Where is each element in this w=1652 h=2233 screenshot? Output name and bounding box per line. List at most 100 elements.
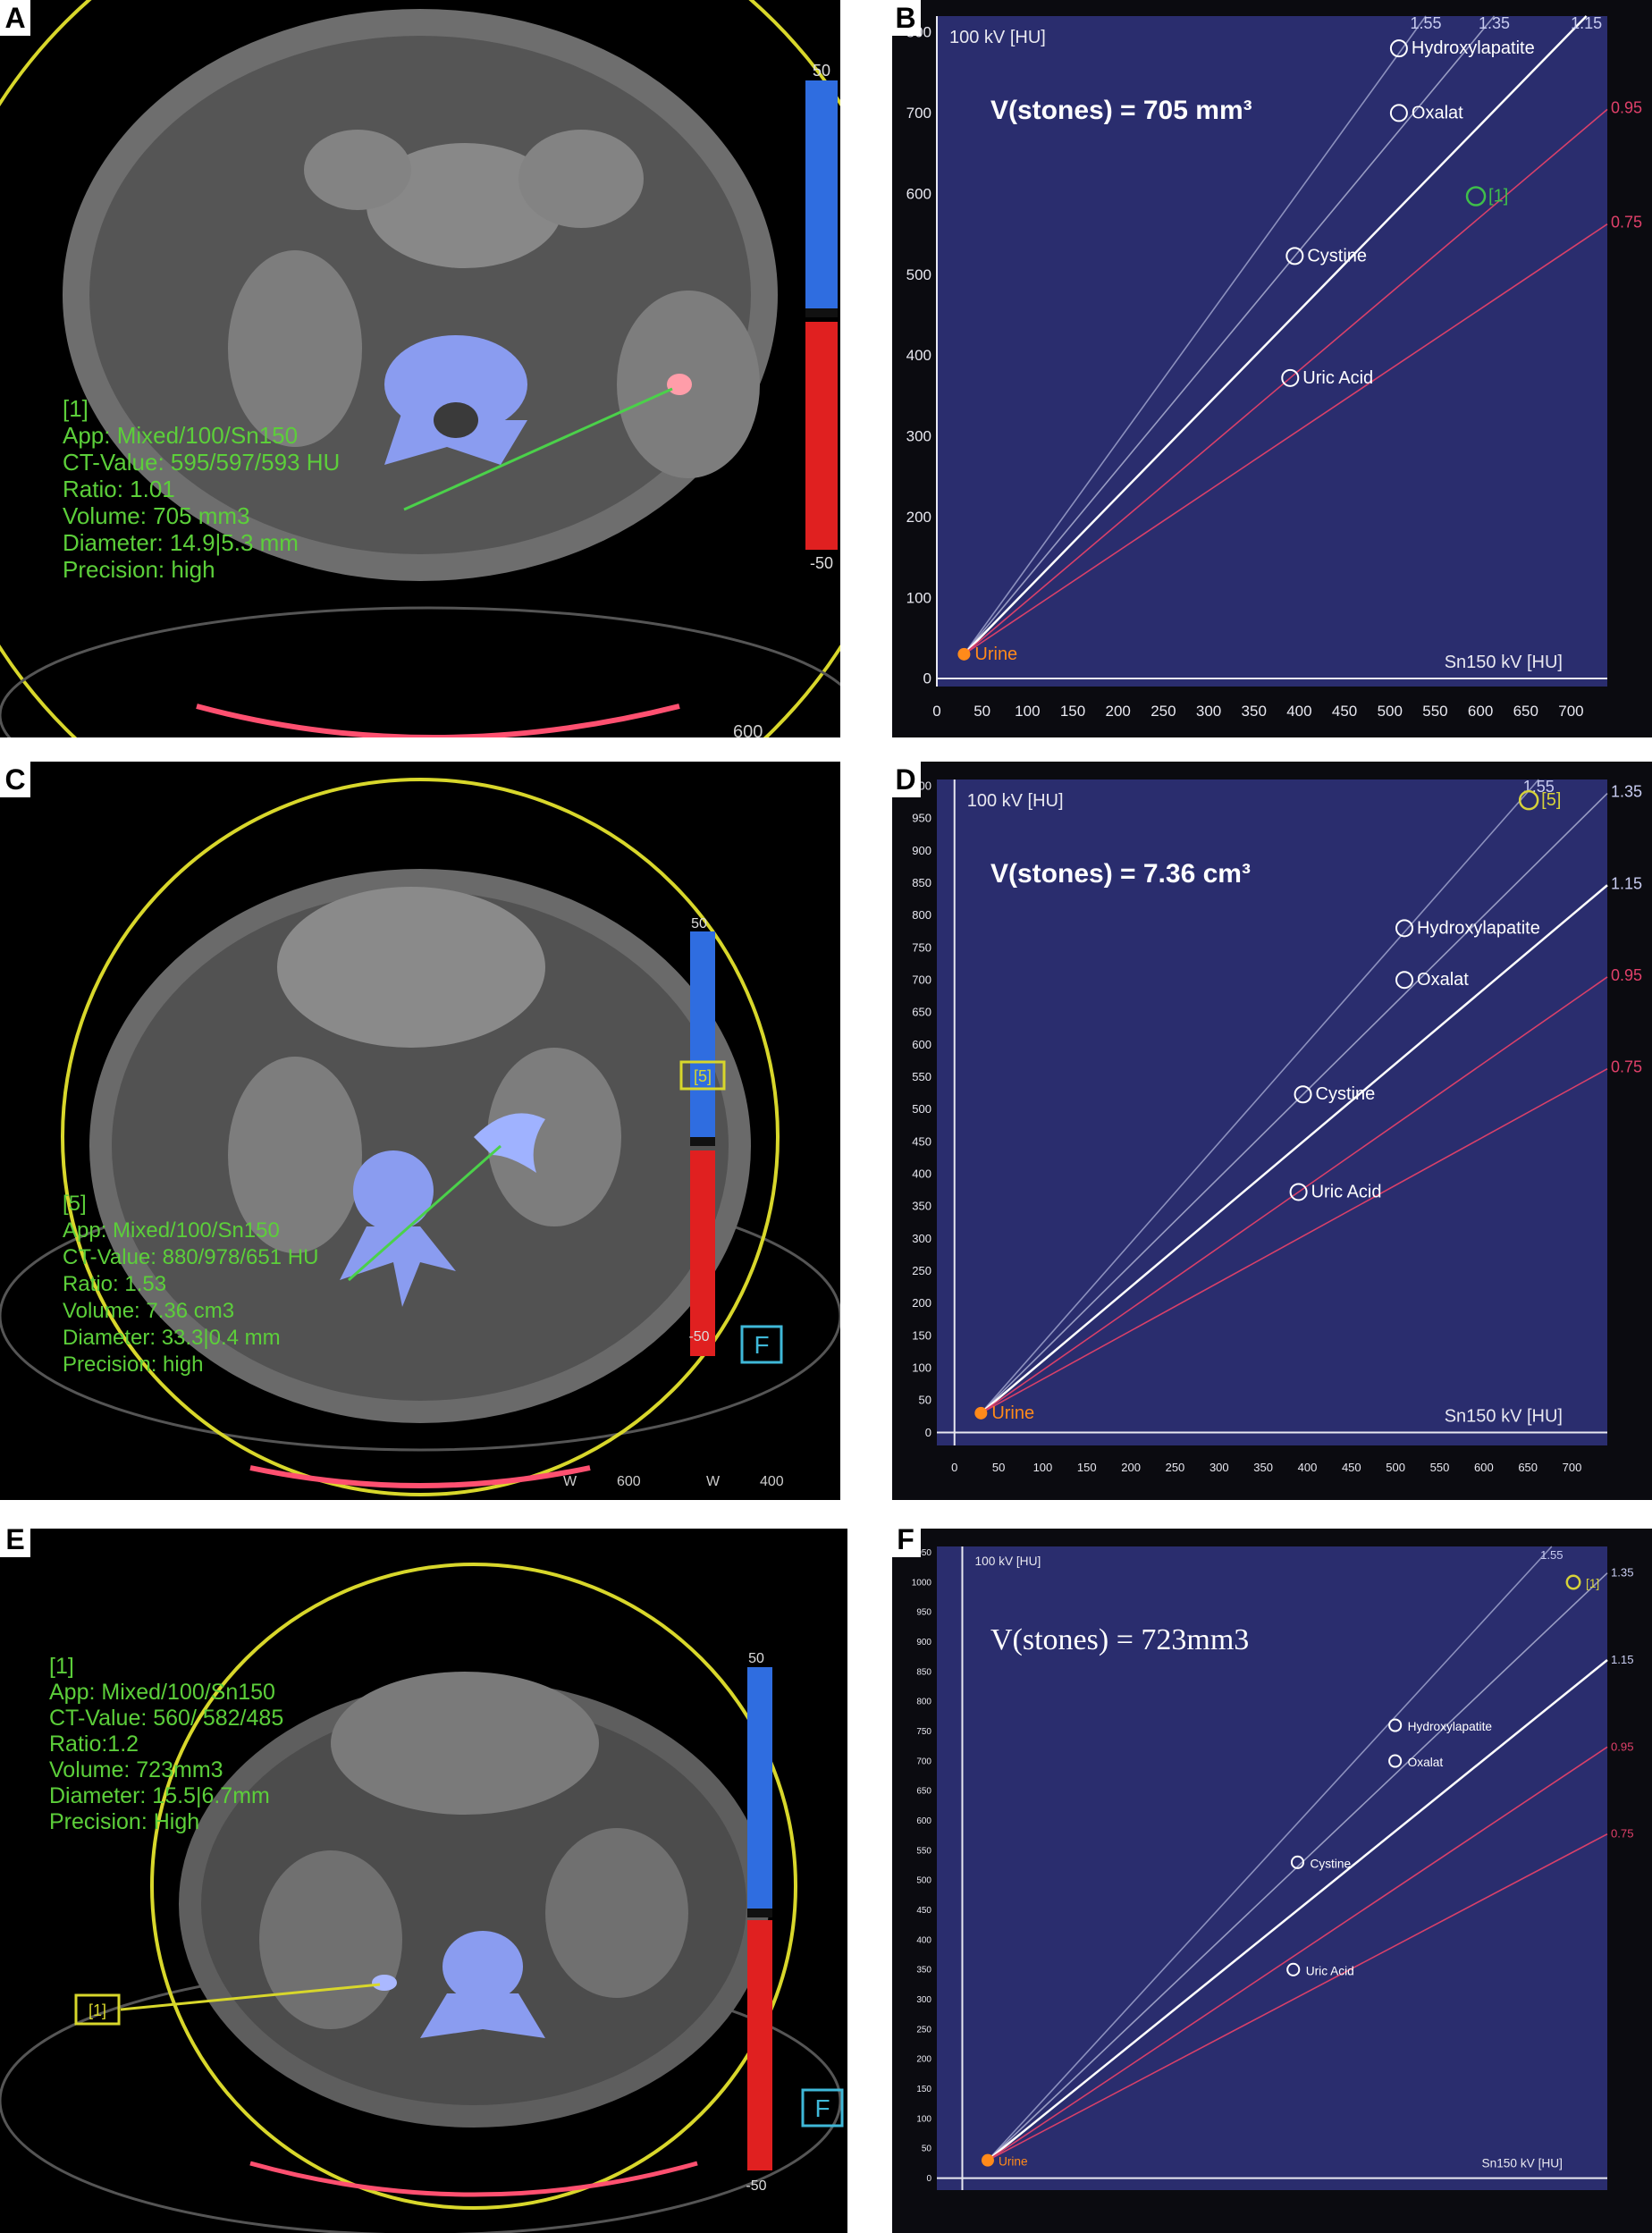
urine-point	[957, 647, 971, 661]
x-axis-label: Sn150 kV [HU]	[1445, 1407, 1563, 1427]
x-tick-label: 150	[1060, 703, 1085, 720]
kidney-right-e	[545, 1828, 688, 1998]
x-tick-label: 250	[1150, 703, 1176, 720]
y-tick-label: 200	[916, 2055, 931, 2065]
y-tick-label: 250	[912, 1264, 931, 1277]
info-line: Volume: 705 mm3	[63, 502, 250, 529]
plot-area	[937, 779, 1607, 1445]
kidney-right-c	[487, 1048, 621, 1226]
plot-area	[937, 16, 1607, 687]
y-axis-label: 100 kV [HU]	[949, 28, 1046, 47]
measurement-point	[1565, 1574, 1581, 1590]
reference-point-label: Oxalat	[1417, 970, 1469, 990]
ratio-line-label: 1.55	[1410, 14, 1441, 32]
info-line: App: Mixed/100/Sn150	[63, 1218, 280, 1243]
ratio-line-0-75	[987, 1833, 1608, 2161]
y-tick-label: 700	[906, 105, 931, 122]
reference-point	[1395, 919, 1414, 938]
ct-image-c: 50 -50 [5] F W 600 W 400 [5] App: Mixed/…	[0, 762, 840, 1500]
table-arc-c	[249, 1465, 591, 1488]
plot-svg-f: 1.55 1.35 1.15 0.95 0.75 0 50 100 150 200 250 300 35…	[912, 1546, 1633, 2190]
ratio-line-1-15	[980, 884, 1608, 1414]
marker-box-e	[74, 1993, 121, 2026]
stone-c	[474, 1113, 545, 1173]
x-tick-label: 100	[1033, 1461, 1053, 1474]
x-tick-label: 400	[1298, 1461, 1318, 1474]
color-scale-blue-c	[690, 931, 715, 1137]
y-tick-label: 100	[912, 1361, 931, 1375]
info-line: Volume: 723mm3	[49, 1757, 223, 1782]
stone-a	[667, 374, 692, 395]
f-label-e: F	[814, 2094, 830, 2122]
y-tick-label: 950	[912, 812, 931, 825]
x-axis-label: Sn150 kV [HU]	[1481, 2157, 1563, 2170]
y-tick-label: 0	[923, 670, 931, 687]
svg-text:W: W	[563, 1474, 577, 1489]
info-line: CT-Value: 560/ 582/485	[49, 1706, 284, 1731]
x-tick-label: 300	[1210, 1461, 1229, 1474]
ratio-line-label: 1.15	[1571, 14, 1602, 32]
roi-circle-c	[61, 778, 780, 1496]
reference-point	[1388, 1718, 1403, 1732]
x-tick-label: 0	[951, 1461, 957, 1474]
y-tick-label: 150	[916, 2085, 931, 2094]
y-tick-label: 900	[912, 844, 931, 857]
y-tick-label: 800	[916, 1698, 931, 1707]
panel-letter-f: F	[890, 1521, 921, 1557]
x-tick-label: 50	[992, 1461, 1005, 1474]
reference-point	[1395, 971, 1414, 990]
vertebra-c	[353, 1150, 434, 1231]
info-line: App: Mixed/100/Sn150	[63, 422, 299, 449]
reference-point-label: Hydroxylapatite	[1412, 38, 1535, 58]
ratio-line-1-15	[963, 15, 1588, 655]
ratio-line-label: 0.95	[1611, 966, 1642, 984]
chart-title: V(stones) = 7.36 cm³	[990, 859, 1251, 889]
ratio-line-1-35	[980, 792, 1608, 1414]
y-axis-label: 100 kV [HU]	[967, 791, 1064, 811]
y-tick-label: 1050	[912, 1548, 932, 1558]
y-tick-label: 500	[916, 1876, 931, 1886]
y-tick-label: 700	[916, 1757, 931, 1766]
marker-label-c: [5]	[694, 1067, 712, 1085]
f-box-e	[801, 2088, 844, 2128]
x-tick-label: 450	[1342, 1461, 1361, 1474]
x-tick-label: 300	[1196, 703, 1221, 720]
urine-label: Urine	[974, 645, 1017, 664]
y-tick-label: 400	[906, 347, 931, 364]
x-tick-label: 500	[1386, 1461, 1405, 1474]
y-tick-label: 200	[906, 509, 931, 526]
x-tick-label: 200	[1106, 703, 1131, 720]
info-line: Volume: 7.36 cm3	[63, 1299, 235, 1323]
y-tick-label: 600	[906, 185, 931, 202]
y-tick-label: 600	[916, 1816, 931, 1826]
x-tick-label: 550	[1422, 703, 1447, 720]
y-tick-label: 50	[919, 1394, 931, 1407]
x-tick-label: 350	[1242, 703, 1267, 720]
y-tick-label: 950	[916, 1608, 931, 1618]
info-line: CT-Value: 595/597/593 HU	[63, 449, 341, 476]
ratio-line-0-95	[963, 108, 1608, 655]
reference-point	[1389, 104, 1408, 122]
marker-label-e: [1]	[88, 2001, 106, 2019]
reference-point	[1286, 1962, 1301, 1976]
x-tick-label: 50	[974, 703, 990, 720]
stone-e	[372, 1975, 397, 1991]
y-axis-label: 100 kV [HU]	[974, 1555, 1041, 1568]
f-box-c	[740, 1325, 783, 1364]
plot-b: 1.55 1.35 1.15 0.95 0.75 0 100 200 300 400 500 600 7…	[892, 0, 1652, 737]
measurement-point	[1518, 789, 1539, 811]
svg-text:W: W	[706, 1474, 721, 1489]
panel-letter-a: A	[0, 0, 30, 36]
ratio-line-0-75	[980, 1067, 1608, 1414]
info-block-e: [1] App: Mixed/100/Sn150 CT-Value: 560/ …	[49, 1654, 283, 1835]
ratio-line-0-75	[963, 223, 1608, 655]
reference-point	[1294, 1085, 1312, 1104]
y-tick-label: 50	[922, 2145, 932, 2154]
measurement-point	[1465, 186, 1487, 206]
y-tick-label: 600	[912, 1038, 931, 1051]
plot-area	[937, 1546, 1607, 2190]
x-tick-label: 650	[1518, 1461, 1538, 1474]
svg-text:600: 600	[617, 1474, 641, 1489]
x-tick-label: 700	[1558, 703, 1583, 720]
y-tick-label: 800	[912, 908, 931, 922]
